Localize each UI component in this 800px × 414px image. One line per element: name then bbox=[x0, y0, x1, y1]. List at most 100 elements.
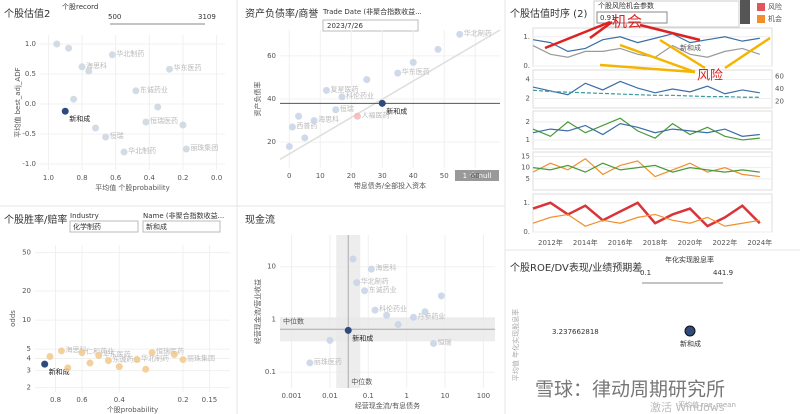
point[interactable] bbox=[179, 356, 187, 364]
point[interactable] bbox=[378, 99, 386, 107]
point[interactable] bbox=[120, 148, 128, 156]
point[interactable] bbox=[53, 40, 61, 48]
point[interactable] bbox=[182, 145, 190, 153]
y-tick-label: 2 bbox=[526, 118, 530, 126]
point[interactable] bbox=[154, 103, 162, 111]
y-tick-label: -1.0 bbox=[22, 160, 36, 168]
close-btn[interactable] bbox=[740, 0, 750, 24]
point[interactable] bbox=[95, 351, 103, 359]
x-label: 个股probability bbox=[107, 406, 158, 414]
point[interactable] bbox=[310, 117, 318, 125]
point[interactable] bbox=[148, 349, 156, 357]
name-input[interactable] bbox=[142, 220, 221, 233]
point[interactable] bbox=[363, 76, 371, 84]
point[interactable] bbox=[78, 63, 86, 71]
point[interactable] bbox=[421, 308, 429, 316]
x-tick-label: 0.2 bbox=[177, 396, 188, 404]
point-label: 东诚药业 bbox=[369, 285, 397, 294]
point[interactable] bbox=[295, 112, 303, 120]
point[interactable] bbox=[288, 123, 296, 131]
filter-dropdown[interactable] bbox=[322, 19, 419, 32]
param-value: 0.91 bbox=[600, 14, 616, 22]
point[interactable] bbox=[409, 313, 417, 321]
point[interactable] bbox=[306, 359, 314, 367]
point[interactable] bbox=[142, 365, 150, 373]
point-label: 海思科 bbox=[86, 61, 107, 70]
point-label: 东诚药业 bbox=[112, 355, 140, 364]
y-tick-label: 0. bbox=[523, 228, 530, 236]
point[interactable] bbox=[353, 279, 361, 287]
filter-label: Name (非聚合指数收益... bbox=[143, 211, 224, 220]
point[interactable] bbox=[394, 69, 402, 77]
point[interactable] bbox=[65, 44, 73, 52]
industry-dropdown[interactable] bbox=[69, 220, 139, 233]
point[interactable] bbox=[344, 326, 352, 334]
point-label: 仁和药业 bbox=[86, 347, 114, 356]
y-tick-label: 1. bbox=[523, 199, 530, 207]
x-tick-label: 0.6 bbox=[76, 396, 88, 404]
point[interactable] bbox=[102, 133, 110, 141]
point[interactable] bbox=[326, 336, 334, 344]
subplot-frame bbox=[532, 110, 773, 150]
point[interactable] bbox=[70, 95, 78, 103]
y-tick-label: 2 bbox=[27, 384, 31, 392]
point[interactable] bbox=[371, 306, 379, 314]
point[interactable] bbox=[285, 142, 293, 150]
slider-min: 0.1 bbox=[640, 269, 651, 277]
point[interactable] bbox=[409, 58, 417, 66]
point[interactable] bbox=[46, 352, 54, 360]
x-tick-label: 0.001 bbox=[282, 392, 302, 400]
point[interactable] bbox=[108, 51, 116, 59]
null-badge[interactable] bbox=[455, 170, 499, 181]
point[interactable] bbox=[166, 65, 173, 73]
point-label: 华北制药 bbox=[141, 354, 169, 363]
y-tick-label: 1. bbox=[523, 33, 530, 41]
point-label: 华北制药 bbox=[128, 146, 156, 155]
point[interactable] bbox=[456, 30, 464, 38]
subplot-frame bbox=[532, 151, 773, 191]
point[interactable] bbox=[430, 339, 438, 347]
point[interactable] bbox=[179, 121, 187, 129]
point[interactable] bbox=[367, 265, 375, 273]
y-tick-label: 3.237662818 bbox=[552, 328, 599, 336]
point[interactable] bbox=[353, 112, 361, 120]
y-label: 平均值 年化实现股息率 bbox=[511, 309, 520, 381]
point[interactable] bbox=[86, 359, 94, 367]
point[interactable] bbox=[361, 287, 369, 295]
point[interactable] bbox=[349, 255, 357, 263]
point[interactable] bbox=[394, 321, 402, 329]
point[interactable] bbox=[78, 349, 86, 357]
point[interactable] bbox=[142, 118, 150, 126]
point[interactable] bbox=[684, 325, 696, 337]
point[interactable] bbox=[322, 86, 330, 94]
point[interactable] bbox=[383, 311, 391, 319]
point[interactable] bbox=[64, 364, 72, 372]
panel-title: 个股ROE/DV表现/业绩预期差 bbox=[510, 261, 642, 274]
point[interactable] bbox=[332, 106, 340, 114]
point-label: 东诚药业 bbox=[140, 85, 168, 94]
point-label: 海思科 bbox=[375, 263, 396, 272]
point[interactable] bbox=[133, 356, 141, 364]
point[interactable] bbox=[104, 357, 112, 365]
point[interactable] bbox=[434, 45, 442, 53]
annotation: 风险 bbox=[697, 69, 723, 84]
series-line bbox=[532, 80, 760, 96]
point-label: 复星医药 bbox=[330, 84, 358, 93]
point-label: 人福医药 bbox=[361, 110, 389, 119]
point[interactable] bbox=[61, 107, 69, 115]
x-tick-label: 2018年 bbox=[643, 238, 668, 247]
param-input[interactable] bbox=[596, 11, 668, 24]
point[interactable] bbox=[301, 134, 309, 142]
point[interactable] bbox=[115, 363, 123, 371]
point[interactable] bbox=[170, 351, 178, 359]
point[interactable] bbox=[41, 360, 49, 368]
point[interactable] bbox=[338, 93, 346, 101]
x-tick-label: 0.15 bbox=[202, 396, 218, 404]
point[interactable] bbox=[132, 87, 140, 95]
point[interactable] bbox=[437, 292, 445, 300]
point[interactable] bbox=[92, 124, 99, 132]
point[interactable] bbox=[85, 67, 93, 75]
series-line bbox=[532, 89, 760, 98]
point[interactable] bbox=[57, 347, 65, 355]
